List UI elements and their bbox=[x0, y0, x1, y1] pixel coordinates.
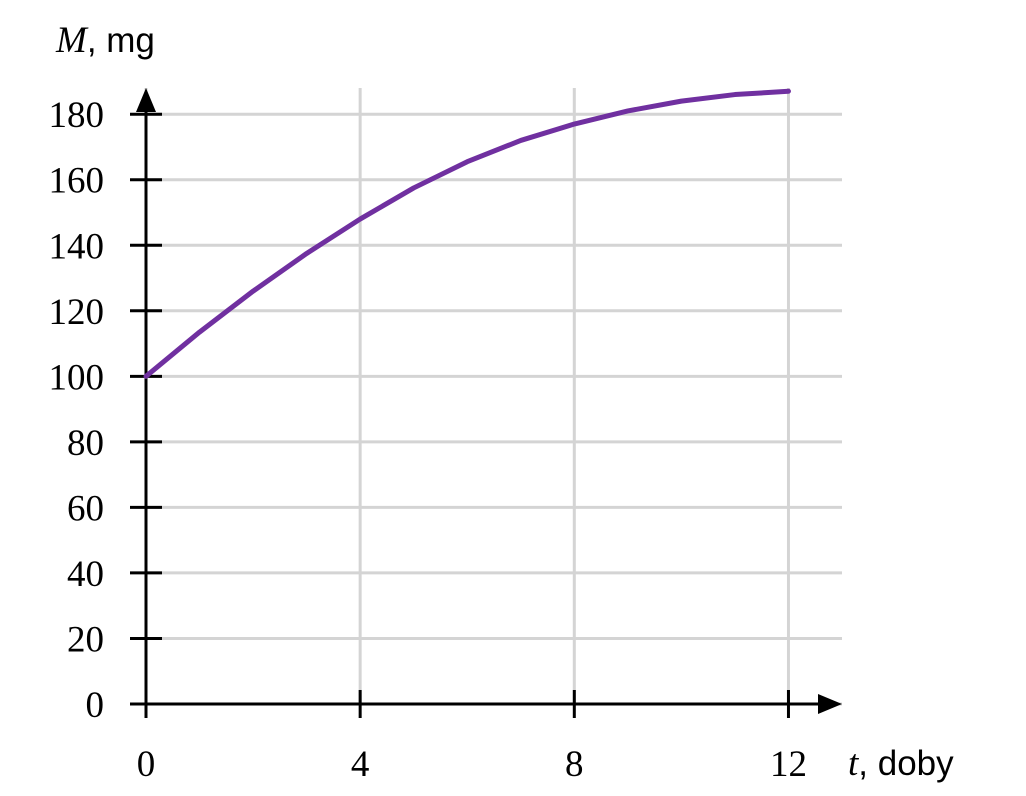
x-tick-label: 8 bbox=[565, 744, 584, 785]
x-axis-arrow bbox=[818, 694, 842, 714]
y-tick-label: 100 bbox=[49, 357, 105, 398]
y-tick-label: 60 bbox=[67, 488, 104, 529]
y-axis-symbol: M bbox=[55, 20, 89, 61]
y-tick-label: 120 bbox=[49, 292, 105, 333]
y-tick-label: 20 bbox=[67, 619, 104, 660]
x-axis-unit: , doby bbox=[858, 744, 954, 783]
y-axis-unit: , mg bbox=[87, 21, 155, 60]
y-tick-label: 140 bbox=[49, 226, 105, 267]
y-axis-arrow bbox=[136, 88, 156, 112]
y-axis-label: M, mg bbox=[55, 20, 155, 61]
x-axis-symbol: t bbox=[848, 743, 860, 784]
y-tick-label: 80 bbox=[67, 423, 104, 464]
y-tick-label: 180 bbox=[49, 95, 105, 136]
y-tick-label: 0 bbox=[86, 685, 105, 726]
x-tick-label: 0 bbox=[137, 744, 156, 785]
data-line bbox=[143, 88, 791, 379]
x-tick-label: 4 bbox=[351, 744, 370, 785]
y-tick-label: 160 bbox=[49, 161, 105, 202]
x-axis-label: t, doby bbox=[848, 743, 954, 784]
y-tick-label: 40 bbox=[67, 554, 104, 595]
x-tick-label: 12 bbox=[770, 744, 807, 785]
